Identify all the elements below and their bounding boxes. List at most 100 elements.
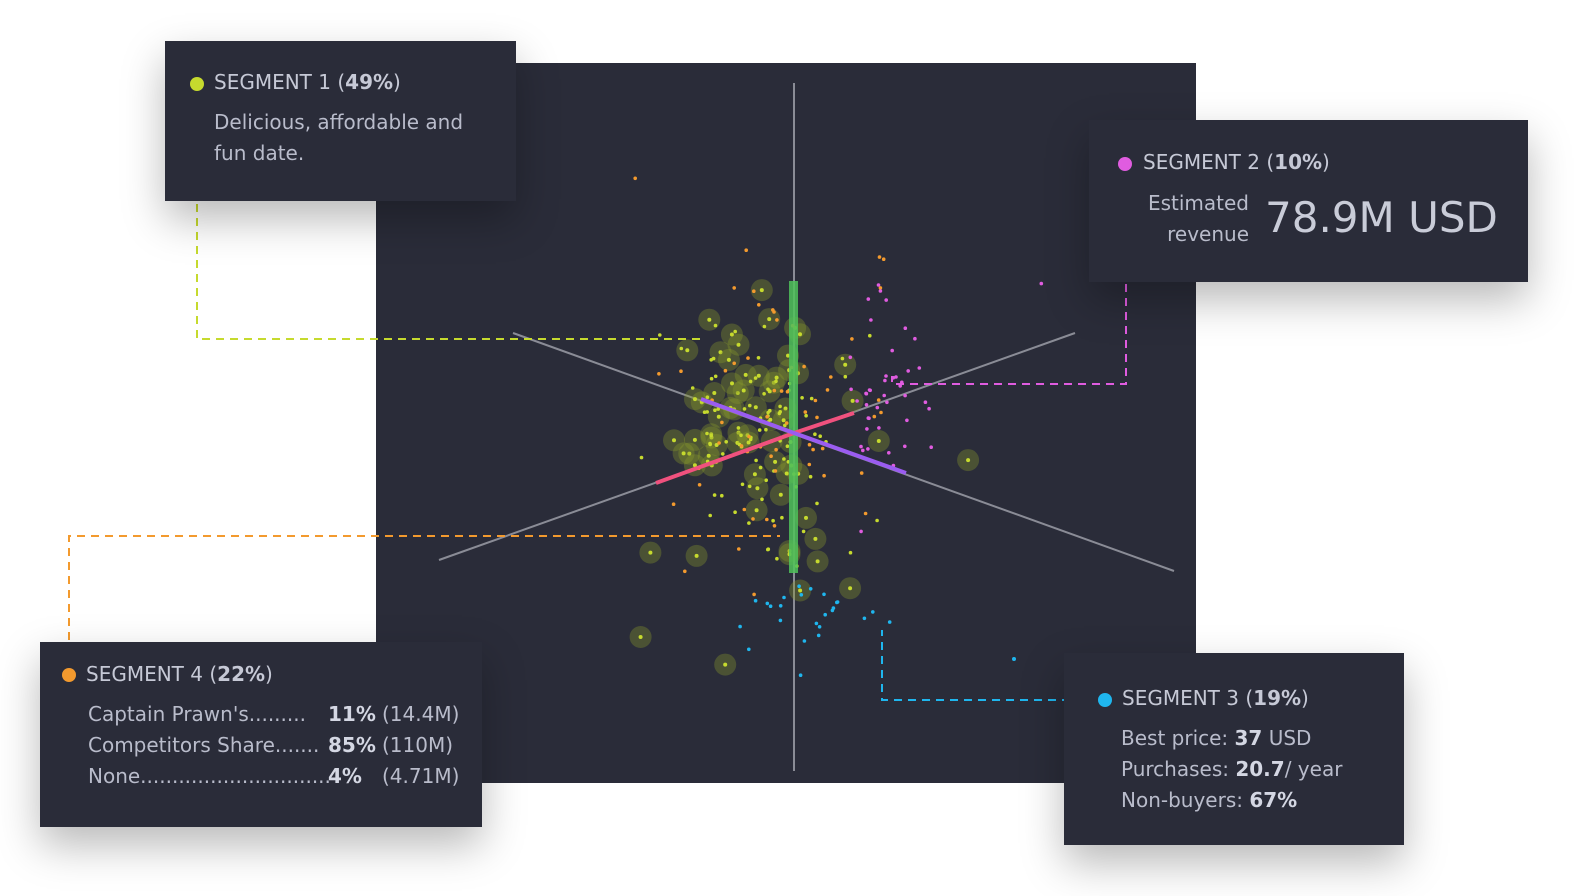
segment3-point	[799, 593, 804, 597]
segment3-point	[817, 625, 822, 629]
segment1-point	[876, 439, 881, 443]
segment1-point	[724, 440, 728, 444]
segment1-point	[690, 386, 695, 390]
segment3-point	[816, 633, 821, 638]
segment1-point	[778, 492, 783, 497]
segment4-card[interactable]: SEGMENT 4 (22%) Captain Prawn's.........…	[40, 642, 482, 827]
segment1-point	[712, 391, 717, 395]
segment1-point	[741, 388, 746, 393]
segment1-point	[709, 433, 713, 438]
segment2-point	[869, 318, 873, 322]
segment1-point	[681, 451, 686, 456]
segment1-point	[774, 379, 778, 384]
segment1-point	[740, 482, 745, 487]
segment3-point	[798, 673, 803, 677]
segment1-point	[705, 410, 709, 414]
segment1-point	[736, 430, 741, 435]
segment1-point	[843, 374, 848, 379]
segment1-point	[775, 556, 779, 561]
segment2-point	[883, 378, 887, 383]
segment1-point	[808, 474, 813, 479]
segment1-point	[766, 410, 770, 415]
segment3-point	[802, 639, 807, 643]
segment3-point	[862, 616, 867, 621]
segment1-point	[784, 471, 789, 476]
segment3-point	[808, 587, 813, 591]
segment4-point	[671, 502, 676, 507]
segment1-point	[843, 362, 848, 367]
segment1-point	[848, 550, 853, 555]
segment1-point	[756, 373, 761, 378]
segment1-point	[766, 387, 770, 392]
segment1-point	[778, 404, 782, 409]
segment1-point	[759, 288, 764, 293]
segment3-point	[765, 601, 770, 606]
segment3-best-price: Best price: 37 USD	[1121, 726, 1312, 750]
pink-axis-bar-short	[793, 411, 855, 435]
segment1-point	[747, 484, 752, 489]
segment2-card[interactable]: SEGMENT 2 (10%) Estimated revenue 78.9M …	[1089, 120, 1528, 282]
segment4-point	[879, 410, 883, 415]
segment1-card[interactable]: SEGMENT 1 (49%) Delicious, affordable an…	[165, 41, 516, 201]
segment2-point	[866, 447, 870, 451]
segment1-point	[800, 396, 804, 400]
segment3-point	[814, 621, 819, 626]
segment1-point	[735, 391, 740, 395]
segment1-point	[712, 493, 717, 497]
segment1-point	[760, 497, 764, 502]
segment3-title: SEGMENT 3 (19%)	[1122, 686, 1309, 710]
purple-axis-bar	[793, 431, 907, 475]
segment4-row-none: None.............................. 4% (4.7…	[88, 764, 460, 788]
segment4-point	[633, 176, 637, 181]
segment1-point	[755, 486, 760, 491]
segment2-marker-icon	[1118, 157, 1132, 171]
segment3-point	[822, 592, 826, 597]
segment4-point	[881, 257, 886, 261]
segment2-point	[866, 297, 871, 301]
segment2-point	[849, 387, 853, 392]
segment4-point	[784, 421, 789, 425]
segment1-point	[729, 332, 734, 337]
segment4-row-competitors: Competitors Share....... 85% (110M)	[88, 733, 454, 757]
segment4-point	[807, 442, 812, 447]
segment2-point	[905, 418, 909, 423]
segment1-point	[757, 428, 762, 432]
segment1-point	[713, 408, 717, 413]
segment1-point	[708, 441, 712, 446]
segment1-point	[685, 348, 690, 353]
segment1-point	[818, 434, 822, 439]
segment1-point	[713, 323, 718, 328]
segment2-point	[906, 369, 910, 373]
segment1-point	[709, 376, 714, 381]
segment4-point	[752, 289, 756, 293]
segment3-card[interactable]: SEGMENT 3 (19%) Best price: 37 USD Purch…	[1064, 653, 1404, 845]
segment4-point	[863, 511, 868, 516]
segment1-point	[773, 459, 778, 464]
segment2-point	[917, 366, 922, 370]
segment2-point	[929, 445, 933, 450]
segment1-point	[777, 411, 782, 416]
segment1-point	[705, 431, 709, 436]
segment1-point	[692, 437, 697, 442]
segment2-point	[903, 393, 907, 398]
segment2-point	[894, 375, 898, 379]
segment3-point	[797, 584, 801, 588]
segment1-point	[733, 510, 737, 514]
segment4-point	[720, 420, 724, 425]
segment1-point	[736, 426, 741, 430]
segment4-point	[747, 434, 751, 439]
segment4-point	[717, 441, 721, 445]
segment1-point	[658, 333, 662, 337]
segment4-point	[771, 308, 775, 312]
segment1-point	[875, 518, 879, 523]
segment3-purchases: Purchases: 20.7/ year	[1121, 757, 1343, 781]
segment4-point	[807, 462, 812, 467]
segment1-point	[783, 406, 788, 411]
segment1-point	[804, 515, 808, 520]
segment1-point	[767, 317, 772, 322]
segment1-point	[815, 559, 820, 564]
segment1-point	[813, 432, 817, 437]
segment2-point	[878, 289, 883, 293]
segment1-point	[780, 515, 784, 520]
segment2-point	[903, 444, 907, 449]
